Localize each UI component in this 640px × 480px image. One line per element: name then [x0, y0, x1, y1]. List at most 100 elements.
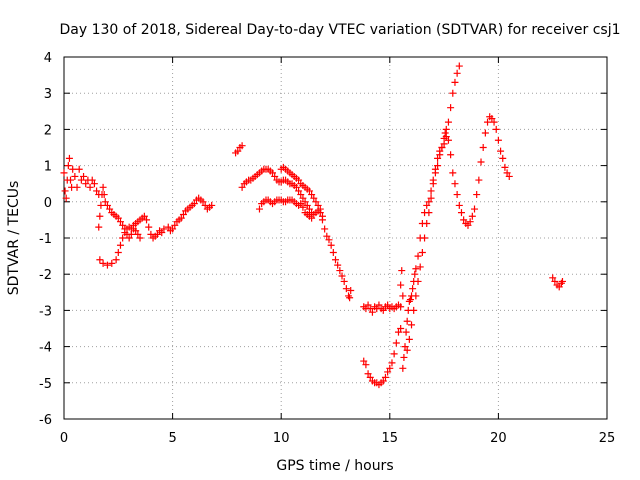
- data-point: [484, 118, 492, 126]
- data-point: [342, 285, 350, 293]
- data-point: [390, 350, 398, 358]
- y-tick-label: -1: [39, 232, 52, 247]
- data-point: [384, 301, 392, 309]
- data-point: [295, 176, 303, 184]
- x-tick-label: 20: [490, 431, 507, 446]
- data-point: [62, 194, 70, 202]
- data-point: [67, 176, 75, 184]
- data-point: [201, 201, 209, 209]
- data-point: [334, 261, 342, 269]
- data-point: [99, 259, 107, 267]
- data-point: [80, 172, 88, 180]
- series-seg9: [360, 325, 405, 389]
- data-point: [423, 201, 431, 209]
- data-point: [332, 256, 339, 264]
- y-tick-label: 2: [44, 123, 52, 138]
- data-point: [140, 212, 148, 220]
- series-seg5: [232, 142, 246, 157]
- data-point: [305, 205, 313, 213]
- data-point: [153, 230, 161, 238]
- series-seg10: [360, 301, 405, 316]
- series-seg11: [397, 113, 513, 372]
- data-point: [69, 165, 77, 173]
- data-point: [171, 221, 179, 229]
- data-point: [403, 346, 411, 354]
- data-point: [392, 339, 400, 347]
- series-seg2: [95, 183, 144, 242]
- data-point: [147, 230, 155, 238]
- data-point: [73, 183, 81, 191]
- data-point: [108, 259, 116, 267]
- data-point: [99, 183, 107, 191]
- data-point: [86, 183, 94, 191]
- data-point: [145, 223, 153, 231]
- data-point: [464, 221, 472, 229]
- data-point: [297, 191, 305, 199]
- data-point: [471, 205, 479, 213]
- data-point: [451, 180, 459, 188]
- data-point: [442, 125, 450, 133]
- data-point: [301, 198, 309, 206]
- y-tick-label: 4: [44, 51, 52, 66]
- data-point: [238, 142, 246, 150]
- axis-ticks: [63, 56, 608, 420]
- data-point: [305, 187, 313, 195]
- data-point: [397, 325, 405, 332]
- data-points: [60, 62, 566, 389]
- series-seg4: [164, 194, 216, 235]
- data-point: [501, 163, 509, 171]
- y-axis-label: SDTVAR / TECUs: [6, 181, 22, 296]
- x-tick-label: 15: [382, 431, 399, 446]
- data-point: [321, 225, 329, 233]
- data-point: [411, 270, 419, 278]
- y-tick-label: -3: [39, 304, 52, 319]
- data-point: [255, 205, 263, 213]
- data-point: [558, 277, 566, 285]
- data-point: [466, 218, 474, 226]
- data-point: [401, 343, 409, 351]
- data-point: [421, 234, 429, 242]
- x-tick-label: 0: [60, 431, 68, 446]
- data-point: [418, 248, 426, 256]
- y-tick-label: -2: [39, 268, 52, 283]
- data-point: [431, 165, 439, 173]
- data-point: [453, 191, 461, 199]
- data-point: [360, 357, 368, 365]
- data-point: [397, 281, 405, 289]
- data-point: [460, 216, 468, 224]
- data-point: [106, 205, 114, 213]
- data-point: [436, 147, 444, 155]
- series-seg12: [403, 62, 463, 354]
- data-point: [160, 225, 168, 233]
- data-point: [427, 194, 435, 202]
- series-seg7: [255, 196, 316, 222]
- data-point: [338, 272, 346, 280]
- x-tick-label: 25: [599, 431, 616, 446]
- data-point: [314, 201, 322, 209]
- y-tick-label: -6: [39, 413, 52, 428]
- data-point: [399, 292, 407, 300]
- data-point: [103, 201, 111, 209]
- data-point: [434, 162, 442, 170]
- data-point: [441, 129, 449, 137]
- data-point: [327, 241, 335, 249]
- data-point: [132, 227, 140, 235]
- data-point: [323, 232, 331, 240]
- data-point: [405, 335, 413, 343]
- data-point: [394, 328, 402, 336]
- data-point: [410, 306, 418, 314]
- data-point: [88, 176, 96, 184]
- data-point: [96, 256, 104, 264]
- data-point: [77, 176, 85, 184]
- data-point: [362, 361, 370, 369]
- data-point: [379, 377, 387, 385]
- data-point: [308, 214, 316, 222]
- data-point: [490, 118, 498, 126]
- data-point: [125, 234, 133, 242]
- data-point: [497, 147, 505, 155]
- data-point: [449, 169, 457, 177]
- series-seg13: [549, 274, 566, 291]
- data-point: [398, 267, 406, 275]
- data-point: [409, 285, 417, 293]
- data-point: [499, 154, 507, 162]
